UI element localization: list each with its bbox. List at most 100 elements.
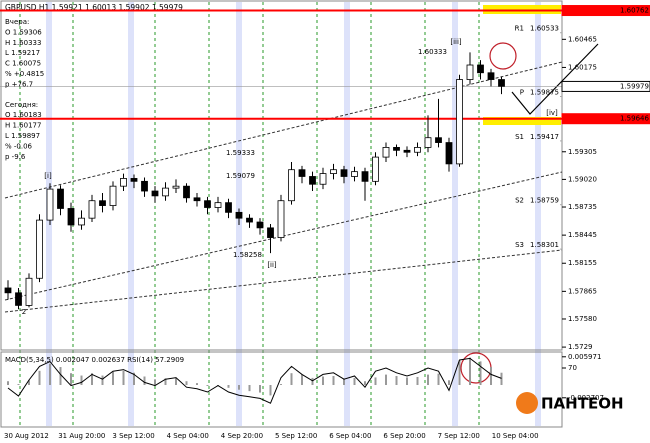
candle-body xyxy=(193,197,201,202)
session-band xyxy=(535,2,541,426)
price-label: 1.60762 xyxy=(620,7,649,15)
candle-body xyxy=(183,185,190,199)
indicator-tick-label: 0.005971 xyxy=(568,353,601,361)
macd-bar xyxy=(364,381,366,385)
pivot-name: S1 xyxy=(515,133,524,141)
info-line: p -9.6 xyxy=(5,153,26,161)
indicator-frame xyxy=(0,351,563,428)
macd-bar xyxy=(227,385,230,388)
info-line: Сегодня: xyxy=(5,101,38,109)
macd-bar xyxy=(343,378,345,385)
highlight-circle xyxy=(489,42,517,70)
candle-body xyxy=(382,147,390,158)
session-band xyxy=(344,2,350,426)
macd-bar xyxy=(196,383,198,385)
macd-bar xyxy=(185,381,188,385)
candle-body xyxy=(298,169,306,177)
y-tick-label: 1.57580 xyxy=(568,315,597,323)
x-tick-label: 6 Sep 20:00 xyxy=(383,432,425,440)
info-line: H 1.60177 xyxy=(5,122,41,130)
candle-body xyxy=(235,211,243,219)
wave-label: [i] xyxy=(44,172,52,180)
candle-body xyxy=(4,287,12,294)
y-tick-label: 1.60465 xyxy=(568,35,597,43)
candle-body xyxy=(330,169,337,174)
candle-body xyxy=(361,171,369,182)
macd-bar xyxy=(143,376,146,385)
macd-bar xyxy=(248,385,251,392)
indicator-title: MACD(5,34,5) 0.002047 0.002637 RSI(14) 5… xyxy=(5,356,184,364)
macd-bar xyxy=(353,377,356,385)
candle-body xyxy=(267,227,274,238)
wave-label: [ii] xyxy=(267,261,277,269)
x-tick-label: 3 Sep 12:00 xyxy=(112,432,154,440)
forecast-arrow xyxy=(511,43,599,115)
y-tick-label: 1.57865 xyxy=(568,287,597,295)
candle-body xyxy=(246,217,253,223)
candle-body xyxy=(172,185,180,189)
x-tick-label: 10 Sep 04:00 xyxy=(492,432,539,440)
logo-mark xyxy=(516,392,538,414)
candle-body xyxy=(414,147,421,153)
candle-body xyxy=(120,178,127,187)
macd-bar xyxy=(290,373,293,385)
price-note: 1.59079 xyxy=(226,172,255,180)
candle-body xyxy=(36,219,43,279)
candle-body xyxy=(78,217,85,226)
price-note: 1.60333 xyxy=(418,48,447,56)
candle-body xyxy=(435,137,442,143)
candle-body xyxy=(256,221,264,229)
macd-bar xyxy=(469,357,471,385)
macd-bar xyxy=(269,385,272,396)
x-tick-label: 7 Sep 12:00 xyxy=(438,432,480,440)
x-tick-label: 4 Sep 04:00 xyxy=(167,432,209,440)
info-line: L 1.59217 xyxy=(5,49,40,57)
info-line: L 1.59897 xyxy=(5,132,40,140)
logo-text: ПАНТЕОН xyxy=(541,395,624,413)
logo: ПАНТЕОН xyxy=(516,392,624,414)
macd-bar xyxy=(301,374,303,385)
price-label-box xyxy=(561,113,650,125)
candle-body xyxy=(309,176,316,185)
wave-label: [iii] xyxy=(450,38,462,46)
candle-body xyxy=(277,200,285,238)
info-line: Вчера: xyxy=(5,18,29,26)
y-tick-label: 1.58445 xyxy=(568,231,597,239)
macd-bar xyxy=(101,375,104,385)
macd-bar xyxy=(206,385,209,386)
target-zone xyxy=(483,117,561,125)
info-line: O 1.59306 xyxy=(5,28,42,36)
x-tick-label: 31 Aug 20:00 xyxy=(58,432,105,440)
main-frame xyxy=(0,0,563,351)
candle-body xyxy=(424,137,432,148)
pivot-name: P xyxy=(520,89,524,97)
macd-bar xyxy=(175,377,177,385)
rsi-line xyxy=(7,357,502,404)
candle-body xyxy=(225,202,232,213)
macd-bar xyxy=(280,384,282,385)
candle-body xyxy=(151,190,159,197)
macd-bar xyxy=(490,367,492,385)
candle-body xyxy=(99,200,106,206)
candle-body xyxy=(130,178,138,182)
session-band xyxy=(128,2,134,426)
candle-body xyxy=(466,64,474,80)
pivot-value: 1.58759 xyxy=(530,197,559,205)
pivot-value: 1.59417 xyxy=(530,133,559,141)
macd-bar xyxy=(38,370,41,385)
chart-title: GBPUSD,H1 1.59921 1.60013 1.59902 1.5997… xyxy=(5,3,183,12)
candle-body xyxy=(204,200,211,208)
macd-bar xyxy=(49,363,51,385)
macd-bar xyxy=(28,380,30,385)
candle-body xyxy=(351,171,358,177)
macd-bar xyxy=(59,367,62,385)
session-band xyxy=(452,2,458,426)
macd-bar xyxy=(479,361,482,385)
channel-line xyxy=(4,249,563,313)
candle-body xyxy=(403,149,411,153)
macd-bar xyxy=(437,373,440,385)
info-line: p +76.7 xyxy=(5,80,33,88)
candle-body xyxy=(487,72,495,80)
